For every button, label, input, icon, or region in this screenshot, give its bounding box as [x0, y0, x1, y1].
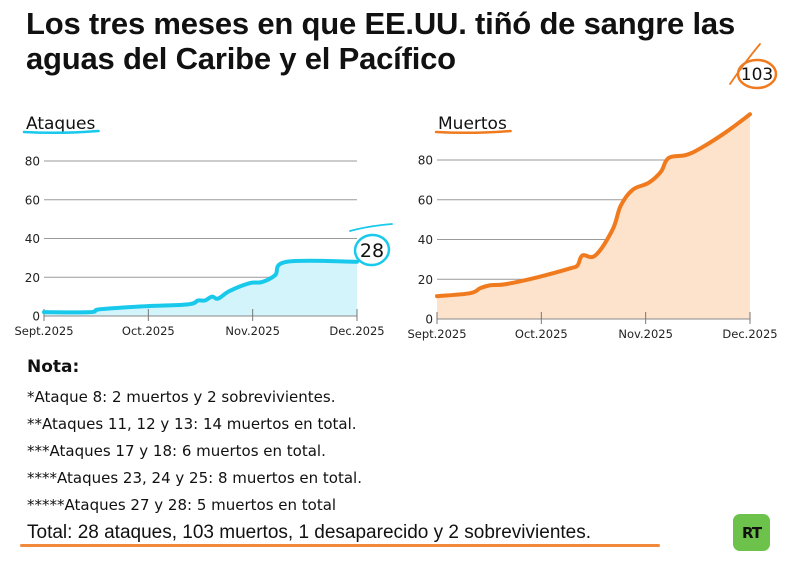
- series-area: [44, 260, 357, 316]
- annotation-circle: [353, 233, 391, 267]
- note-item: *****Ataques 27 y 28: 5 muertos en total: [27, 496, 337, 514]
- attacks-chart: Ataques 0 20 40 60 80 Sept.2025 Oct.2025 Nov.202…: [14, 114, 393, 338]
- deaths-chart: Muertos 0 20 40 60 80 Sept.2025 Oct.2025 Nov.202…: [407, 43, 778, 341]
- y-tick-label: 40: [418, 233, 433, 247]
- note-item: *Ataque 8: 2 muertos y 2 sobrevivientes.: [27, 388, 336, 406]
- y-tick-label: 20: [25, 271, 40, 285]
- x-tick-label: Nov.2025: [618, 327, 672, 341]
- note-item: ***Ataques 17 y 18: 6 muertos en total.: [27, 442, 326, 460]
- x-tick-label: Nov.2025: [225, 324, 279, 338]
- x-tick-label: Oct.2025: [122, 324, 175, 338]
- total-summary: Total: 28 ataques, 103 muertos, 1 desapa…: [27, 522, 592, 543]
- y-tick-label: 60: [418, 193, 433, 207]
- annotation-label: 103: [741, 65, 773, 85]
- chart-title-underline: [22, 129, 100, 135]
- annotation-stroke: [349, 223, 393, 232]
- notes-heading: Nota:: [27, 357, 80, 377]
- note-item: ****Ataques 23, 24 y 25: 8 muertos en to…: [27, 469, 362, 487]
- chart-title-underline: [434, 129, 512, 135]
- y-tick-label: 80: [25, 155, 40, 169]
- y-tick-label: 20: [418, 273, 433, 287]
- x-tick-label: Oct.2025: [515, 327, 568, 341]
- page-title: Los tres meses en que EE.UU. tiñó de san…: [26, 6, 736, 76]
- y-tick-label: 60: [25, 193, 40, 207]
- rt-logo: RT: [733, 514, 770, 551]
- note-item: **Ataques 11, 12 y 13: 14 muertos en tot…: [27, 415, 357, 433]
- x-tick-label: Dec.2025: [329, 324, 384, 338]
- y-tick-label: 80: [418, 154, 433, 168]
- total-underline: [20, 544, 660, 547]
- y-tick-label: 0: [32, 310, 40, 324]
- annotation-stroke: [729, 43, 761, 85]
- chart-title: Ataques: [26, 114, 95, 134]
- series-area: [437, 114, 750, 319]
- x-tick-label: Sept.2025: [407, 327, 466, 341]
- series-line: [435, 112, 752, 299]
- notes-list: *Ataque 8: 2 muertos y 2 sobrevivientes.…: [27, 384, 362, 519]
- annotation-label: 28: [360, 240, 384, 262]
- y-tick-label: 40: [25, 232, 40, 246]
- chart-title: Muertos: [438, 114, 507, 134]
- x-tick-label: Dec.2025: [722, 327, 777, 341]
- y-tick-label: 0: [425, 313, 433, 327]
- x-tick-label: Sept.2025: [14, 324, 73, 338]
